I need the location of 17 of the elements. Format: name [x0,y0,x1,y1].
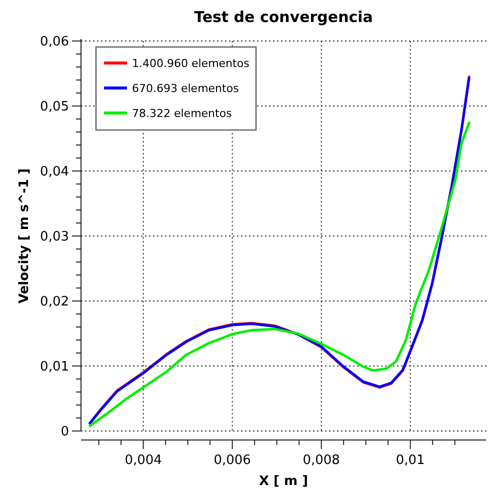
y-tick-label: 0,03 [40,230,69,245]
x-axis-title: X [ m ] [258,474,308,489]
y-tick-label: 0,01 [40,360,69,375]
y-tick-label: 0,06 [40,34,69,50]
y-tick-label: 0,05 [40,100,69,115]
x-tick-label: 0,004 [124,453,162,468]
y-tick-label: 0,02 [40,294,69,310]
y-axis-title: Velocity [ m s^-1 ] [17,168,32,304]
y-tick-label: 0,04 [40,164,69,180]
legend-label: 670.693 elementos [132,82,240,95]
x-tick-label: 0,01 [396,453,425,468]
legend-label: 1.400.960 elementos [132,56,250,70]
y-tick-label: 0 [60,424,69,440]
chart-title: Test de convergencia [194,8,373,26]
legend-label: 78.322 elementos [132,106,232,120]
x-tick-label: 0,008 [302,453,340,468]
x-tick-label: 0,006 [214,453,251,468]
